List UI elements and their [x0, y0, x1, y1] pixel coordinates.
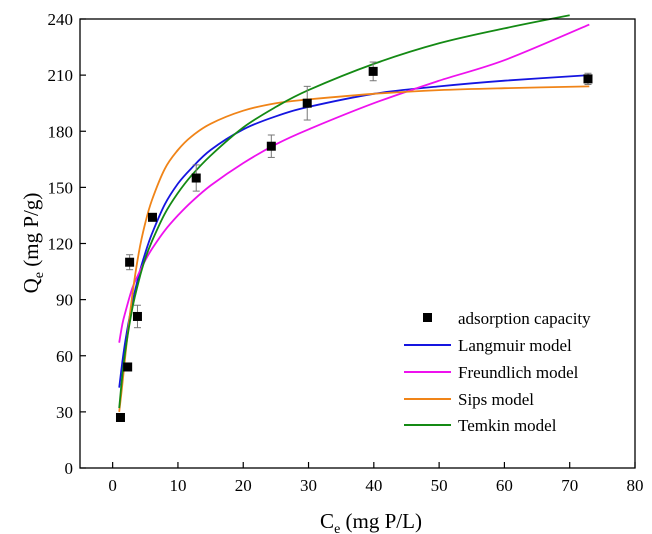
x-tick-label: 20: [235, 476, 252, 495]
x-tick-label: 80: [627, 476, 644, 495]
data-point: [583, 74, 593, 84]
y-tick-label: 210: [48, 66, 74, 85]
fit-curves: [118, 14, 590, 412]
x-tick-label: 30: [300, 476, 317, 495]
legend-label-adsorption-capacity: adsorption capacity: [458, 309, 591, 328]
x-tick-label: 60: [496, 476, 513, 495]
data-point: [191, 173, 201, 183]
x-tick-label: 40: [365, 476, 382, 495]
y-tick-label: 60: [56, 347, 73, 366]
legend-label-langmuir: Langmuir model: [458, 336, 572, 355]
x-axis: 0 10 20 30 40 50 60 70 80: [108, 462, 644, 495]
legend: adsorption capacity Langmuir model Freun…: [404, 309, 591, 435]
curve-sips-model: [118, 85, 590, 412]
legend-label-sips: Sips model: [458, 390, 534, 409]
y-tick-label: 240: [48, 10, 74, 29]
y-tick-label: 0: [65, 459, 74, 478]
x-axis-title: Ce (mg P/L): [320, 509, 422, 534]
x-tick-label: 50: [431, 476, 448, 495]
data-point: [302, 98, 312, 108]
data-point: [368, 66, 378, 76]
x-tick-label: 70: [561, 476, 578, 495]
data-point: [125, 257, 135, 267]
y-tick-label: 30: [56, 403, 73, 422]
y-tick-label: 120: [48, 235, 74, 254]
data-point: [147, 212, 157, 222]
y-axis-title: Qe (mg P/g): [19, 193, 47, 294]
y-axis: 0 30 60 90 120 150 180 210 240: [48, 10, 86, 478]
data-point: [115, 412, 125, 422]
y-tick-label: 90: [56, 291, 73, 310]
data-point: [266, 141, 276, 151]
curve-freundlich-model: [118, 23, 590, 343]
curve-langmuir-model: [118, 74, 590, 388]
y-tick-label: 180: [48, 122, 74, 141]
x-tick-label: 0: [108, 476, 117, 495]
data-point: [123, 362, 133, 372]
curve-temkin-model: [118, 14, 570, 409]
legend-label-temkin: Temkin model: [458, 416, 557, 435]
data-point: [132, 311, 142, 321]
legend-label-freundlich: Freundlich model: [458, 363, 579, 382]
legend-marker-adsorption-capacity: [423, 313, 432, 322]
x-tick-label: 10: [169, 476, 186, 495]
y-tick-label: 150: [48, 178, 74, 197]
data-points: [115, 61, 593, 422]
